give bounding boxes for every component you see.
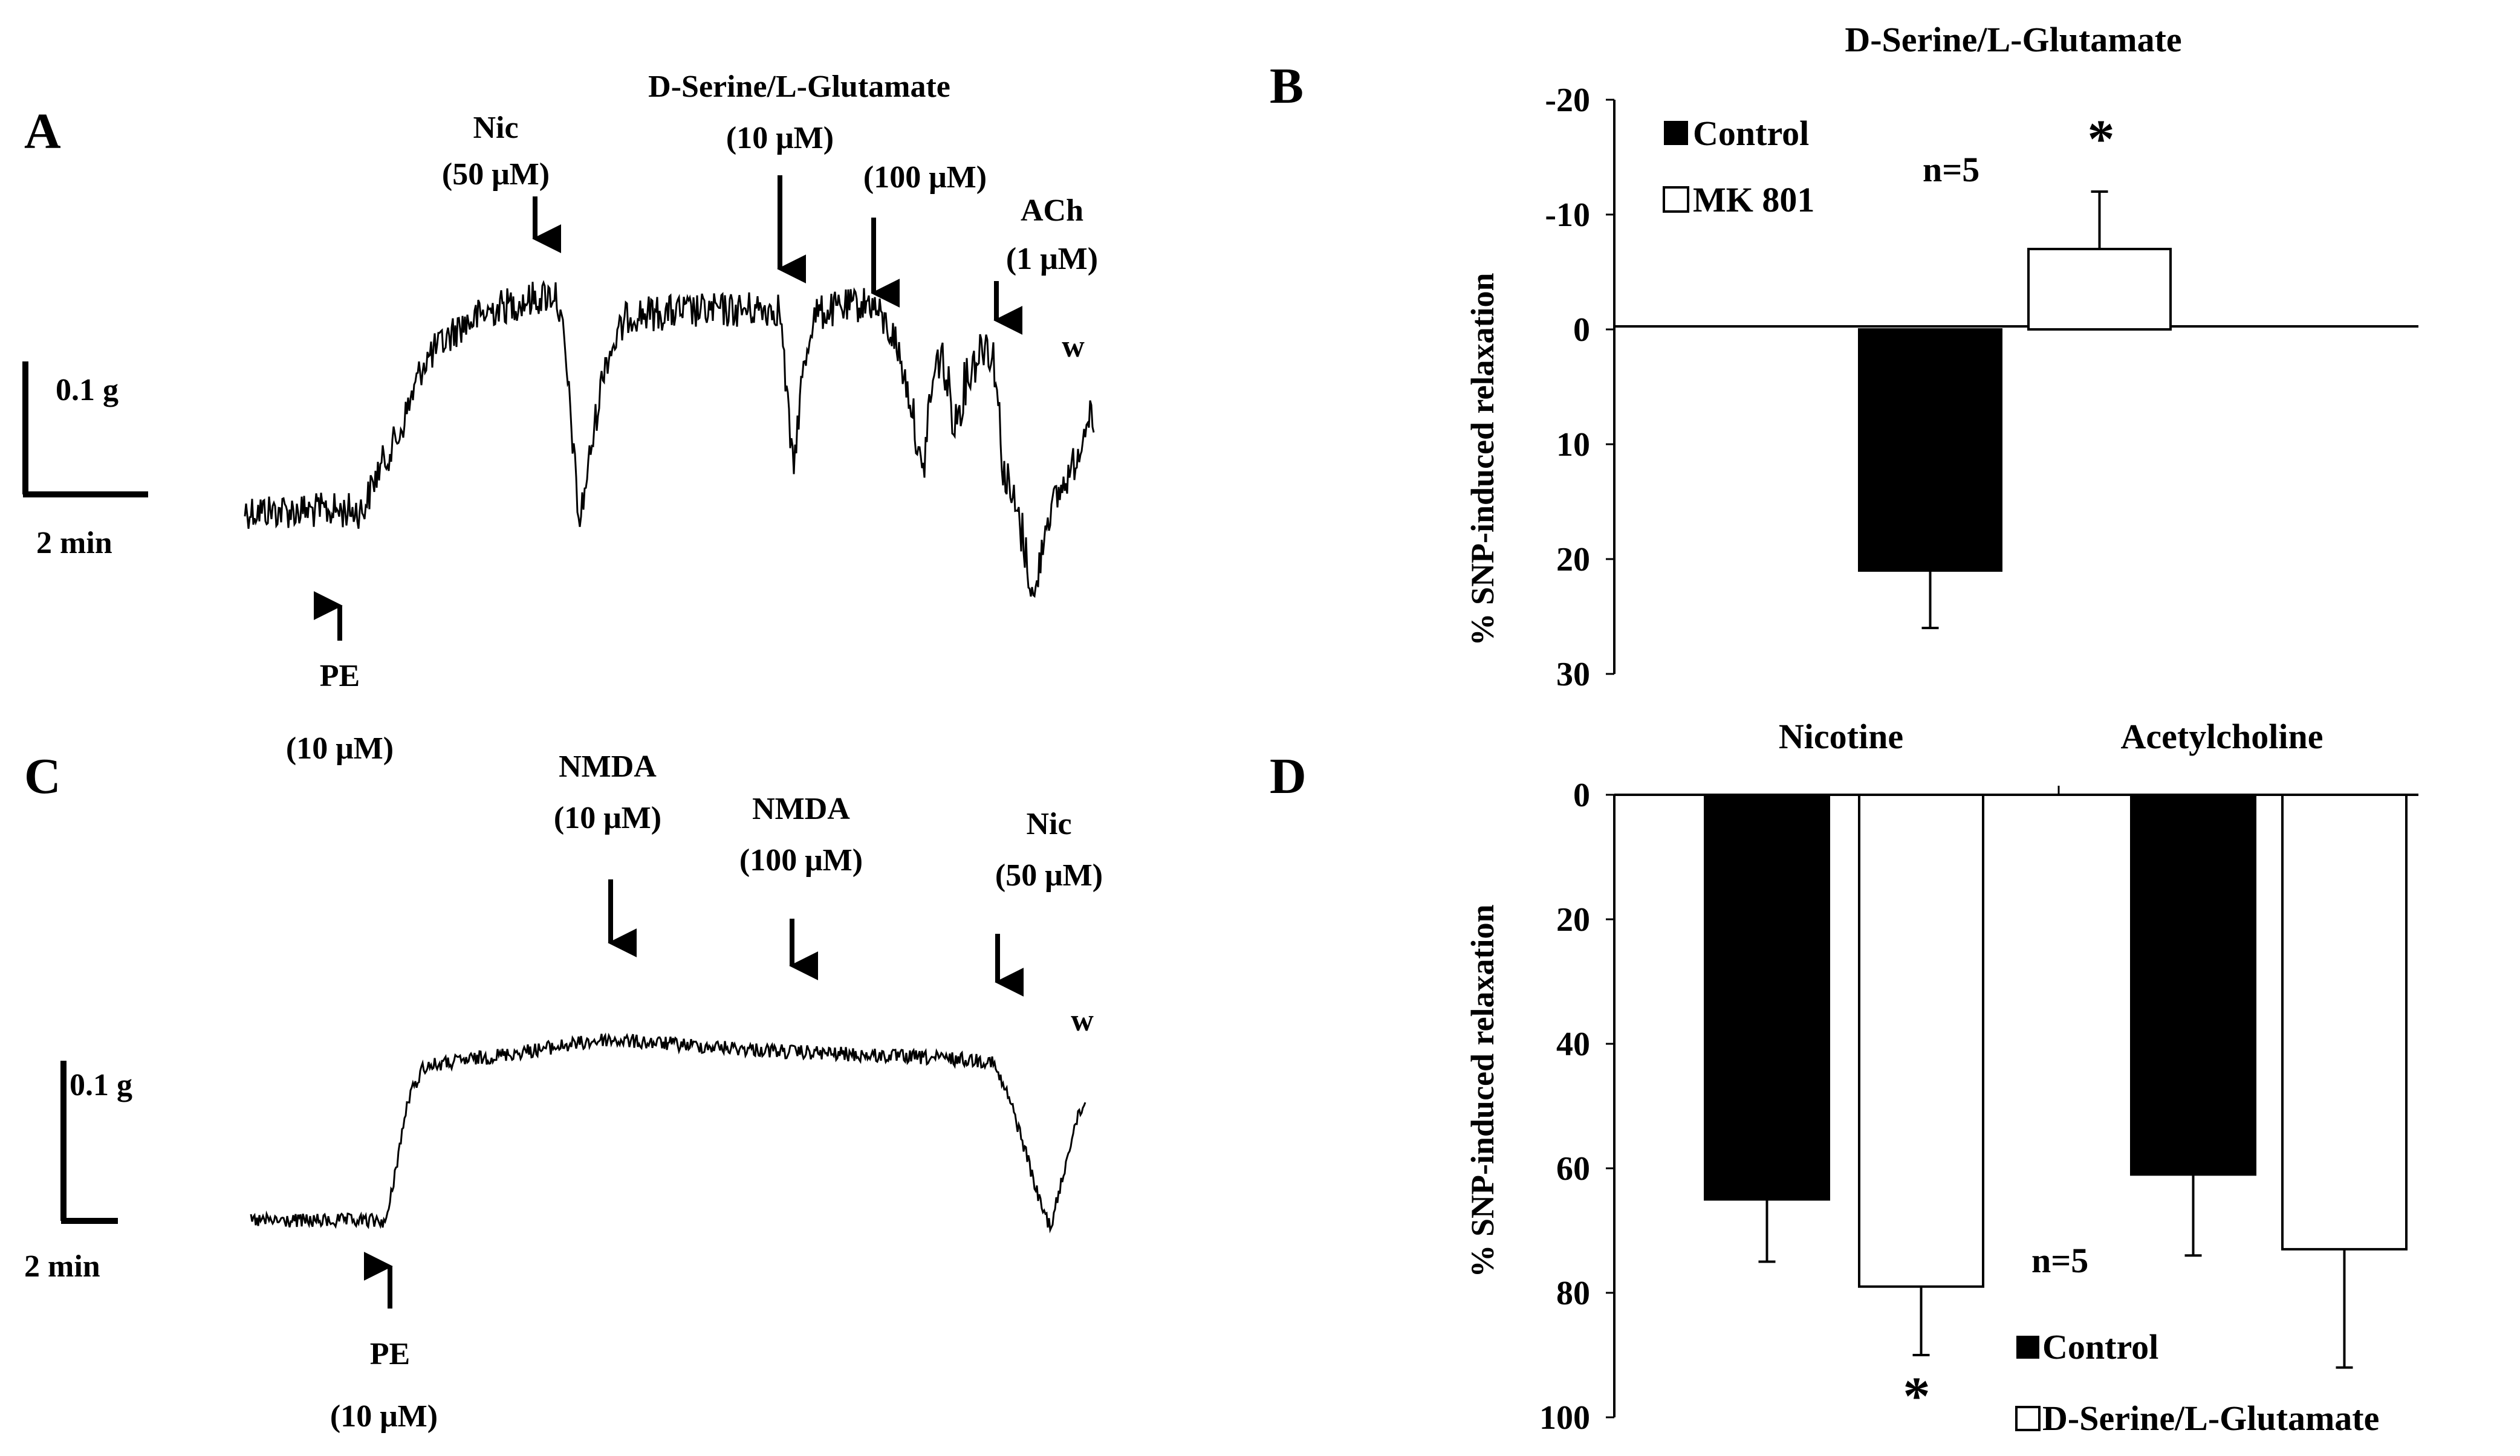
panel-a-nic-label: Nic (473, 111, 518, 145)
panel-a-pe-conc: (10 μM) (286, 731, 394, 766)
panel-d-significance: * (1903, 1367, 1931, 1426)
panel-d-letter: D (1270, 748, 1307, 804)
panel-a-nic-conc: (50 μM) (442, 157, 550, 192)
panel-c-trace (250, 1032, 1086, 1234)
y-tick-label: 30 (1556, 656, 1590, 693)
panel-c: C 0.1 g 2 min PE (10 μM) NMDA (10 μM) NM… (24, 748, 1103, 1434)
panel-c-wash-label: w (1071, 1003, 1094, 1038)
panel-b-y-axis: -20 -10 0 10 20 30 (1545, 82, 1616, 693)
legend-swatch-dserine (2015, 1406, 2041, 1431)
panel-b-legend-control: Control (1693, 114, 1809, 153)
panel-d-legend: Control D-Serine/L-Glutamate (2015, 1327, 2379, 1438)
panel-d-category-nicotine: Nicotine (1779, 717, 1903, 756)
panel-c-nmda1-conc: (10 μM) (554, 801, 661, 835)
bar-mk-801 (2027, 248, 2172, 331)
panel-a-dserine-conc-10: (10 μM) (726, 121, 834, 155)
panel-d-y-axis: 0 20 40 60 80 100 (1539, 777, 1616, 1437)
y-tick-label: 10 (1556, 426, 1590, 464)
y-tick-label: 0 (1573, 777, 1590, 814)
y-tick-label: -20 (1545, 82, 1590, 119)
bar-control (2130, 794, 2256, 1176)
panel-d-legend-dserine: D-Serine/L-Glutamate (2042, 1399, 2379, 1438)
panel-c-scale-time: 2 min (24, 1249, 100, 1284)
y-tick-label: 0 (1573, 311, 1590, 349)
panel-b-letter: B (1270, 58, 1304, 114)
bar-control (1704, 794, 1830, 1201)
panel-a-dserine-label: D-Serine/L-Glutamate (648, 70, 950, 104)
panel-c-nic-label: Nic (1026, 807, 1071, 841)
y-tick-label: 20 (1556, 901, 1590, 939)
panel-b: B D-Serine/L-Glutamate % SNP-induced rel… (1270, 20, 2418, 693)
panel-c-pe-conc: (10 μM) (330, 1399, 438, 1434)
legend-swatch-control-d (2016, 1336, 2039, 1359)
panel-d-ylabel: % SNP-induced relaxation (1464, 904, 1501, 1277)
panel-a-dserine-conc-100: (100 μM) (863, 160, 987, 195)
panel-c-nmda2-label: NMDA (752, 792, 850, 826)
panel-b-n-label: n=5 (1923, 150, 1979, 189)
panel-a-scale-bar: 0.1 g 2 min (22, 361, 148, 560)
panel-a: A 0.1 g 2 min PE (10 μM) Nic (50 μM) D-S… (22, 70, 1098, 766)
panel-a-letter: A (24, 103, 61, 160)
panel-a-ach-conc: (1 μM) (1006, 242, 1098, 276)
panel-a-scale-force: 0.1 g (56, 373, 119, 407)
panel-a-pe-label: PE (320, 659, 360, 693)
panel-d-legend-control: Control (2042, 1327, 2158, 1367)
panel-d-category-acetylcholine: Acetylcholine (2120, 717, 2323, 756)
bar-d-serine-l-glutamate (1858, 794, 1984, 1288)
y-tick-label: 80 (1556, 1275, 1590, 1312)
panel-c-nic-conc: (50 μM) (995, 858, 1103, 893)
y-tick-label: 20 (1556, 541, 1590, 578)
panel-b-ylabel: % SNP-induced relaxation (1464, 273, 1501, 645)
panel-b-bars (1858, 190, 2172, 629)
panel-c-scale-force: 0.1 g (70, 1068, 132, 1102)
panel-a-wash-label: w (1062, 329, 1085, 364)
y-tick-label: 60 (1556, 1150, 1590, 1188)
panel-c-scale-bar: 0.1 g 2 min (24, 1061, 132, 1284)
panel-c-pe-label: PE (370, 1337, 410, 1371)
y-tick-label: -10 (1545, 196, 1590, 234)
y-tick-label: 40 (1556, 1026, 1590, 1063)
panel-b-legend-mk801: MK 801 (1693, 180, 1814, 219)
panel-c-nmda2-conc: (100 μM) (739, 843, 863, 878)
panel-b-title: D-Serine/L-Glutamate (1845, 20, 2181, 59)
panel-b-legend: Control MK 801 (1663, 114, 1814, 219)
panel-d-n-label: n=5 (2031, 1241, 2088, 1280)
panel-b-significance: * (2088, 109, 2115, 169)
panel-a-trace (244, 280, 1095, 598)
panel-c-letter: C (24, 748, 61, 804)
bar-control (1858, 328, 2002, 572)
legend-swatch-control (1664, 121, 1688, 145)
legend-swatch-mk801 (1663, 186, 1689, 213)
panel-a-scale-time: 2 min (36, 526, 112, 560)
panel-d-bars (1704, 794, 2408, 1369)
panel-d: D Nicotine Acetylcholine % SNP-induced r… (1270, 717, 2418, 1438)
bar-d-serine-l-glutamate (2281, 794, 2408, 1251)
panel-c-nmda1-label: NMDA (559, 749, 657, 784)
panel-a-ach-label: ACh (1021, 193, 1083, 228)
y-tick-label: 100 (1539, 1399, 1590, 1437)
